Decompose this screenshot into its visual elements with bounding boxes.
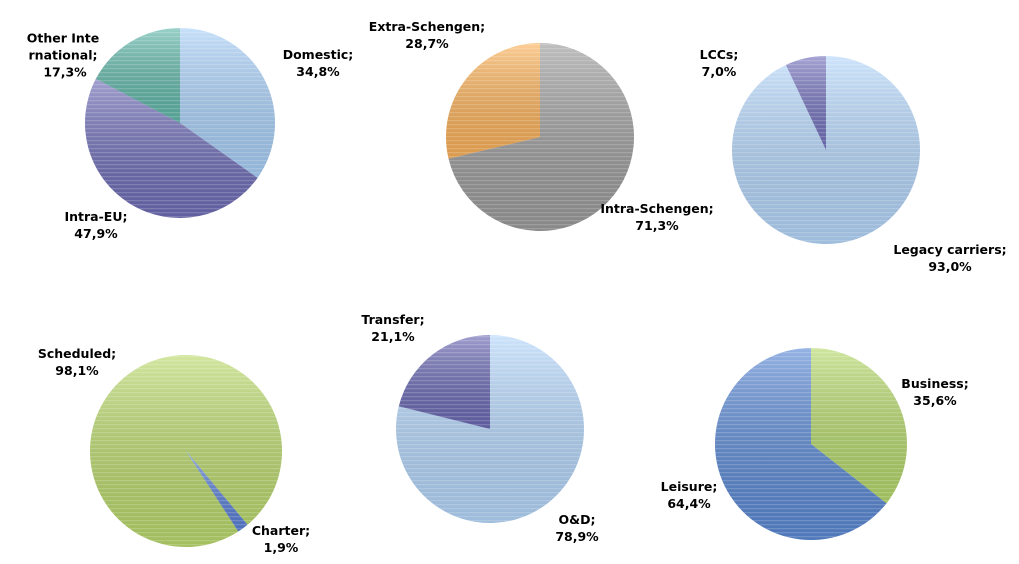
slice-label: Business; 35,6%	[901, 375, 968, 409]
value-label: 21,1%	[371, 329, 415, 344]
category-label: Scheduled;	[37, 346, 117, 361]
category-label: Legacy carriers;	[893, 242, 1007, 257]
category-label: Domestic;	[282, 47, 354, 62]
slice-label: Extra-Schengen; 28,7%	[369, 18, 485, 52]
value-label: 71,3%	[635, 218, 679, 233]
slice-label: Other International;17,3%	[25, 30, 101, 81]
value-label: 35,6%	[913, 393, 957, 408]
value-label: 78,9%	[555, 529, 599, 544]
value-label: 47,9%	[74, 226, 118, 241]
slice-label: Charter; 1,9%	[252, 522, 310, 556]
category-label: O&D;	[558, 512, 596, 527]
slice-label: Transfer; 21,1%	[361, 311, 424, 345]
value-label: 28,7%	[405, 36, 449, 51]
category-label: Transfer;	[361, 312, 425, 327]
slice-label: Scheduled; 98,1%	[38, 345, 116, 379]
value-label: 93,0%	[928, 259, 972, 274]
category-label: Intra-Schengen;	[600, 201, 714, 216]
slice-label: Intra-EU; 47,9%	[64, 208, 127, 242]
value-label: 64,4%	[667, 496, 711, 511]
value-label: 17,3%	[43, 64, 87, 80]
slice-label: Legacy carriers; 93,0%	[893, 241, 1006, 275]
category-label: Intra-EU;	[64, 209, 128, 224]
category-label: LCCs;	[699, 47, 739, 62]
slice-label: Intra-Schengen; 71,3%	[600, 200, 713, 234]
value-label: 34,8%	[296, 64, 340, 79]
slice-label: LCCs; 7,0%	[700, 46, 739, 80]
category-label: Extra-Schengen;	[368, 19, 486, 34]
value-label: 98,1%	[55, 363, 99, 378]
category-label: Business;	[901, 376, 969, 391]
value-label: 7,0%	[701, 64, 737, 79]
category-label: Charter;	[251, 523, 311, 538]
pie-slice	[89, 355, 282, 548]
category-label: Leisure;	[660, 479, 718, 494]
slice-label: O&D; 78,9%	[555, 511, 598, 545]
value-label: 1,9%	[263, 540, 299, 555]
slice-label: Domestic; 34,8%	[283, 46, 354, 80]
category-label: Other International;	[26, 30, 100, 63]
slice-label: Leisure; 64,4%	[661, 478, 718, 512]
